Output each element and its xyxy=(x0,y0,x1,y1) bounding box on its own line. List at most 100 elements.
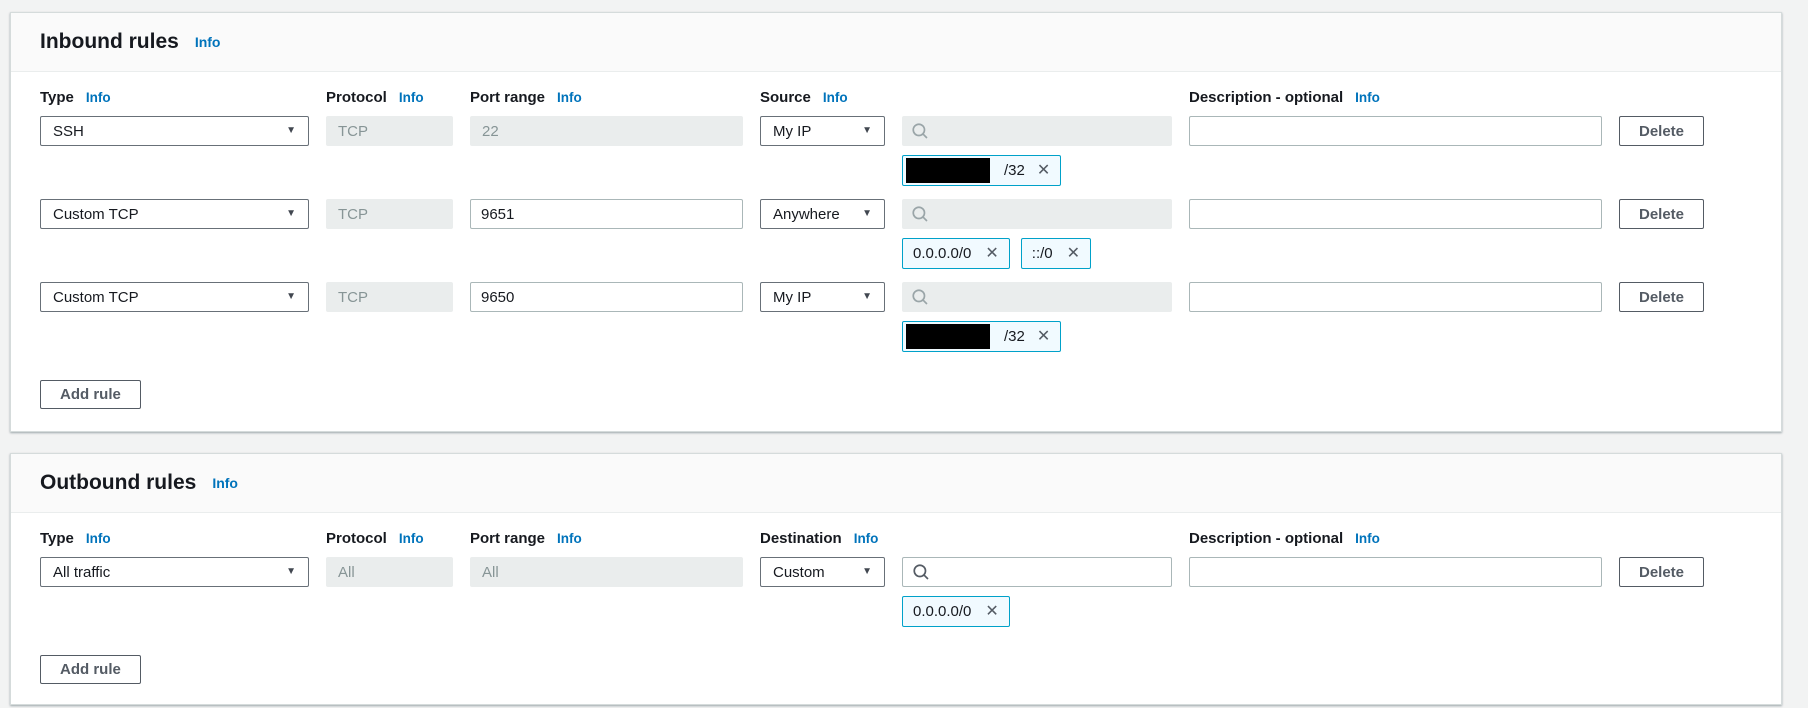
close-icon: ✕ xyxy=(985,602,999,620)
port-range-input[interactable] xyxy=(470,199,743,229)
protocol-field: TCP xyxy=(326,199,453,229)
port-range-field: All xyxy=(470,557,743,587)
cidr-text: ::/0 xyxy=(1031,245,1053,262)
column-label-type: Type Info xyxy=(40,530,111,547)
chip-remove-button[interactable]: ✕ xyxy=(985,244,999,262)
chip-remove-button[interactable]: ✕ xyxy=(1066,244,1081,262)
source-chips-row: /32 ✕ xyxy=(902,155,1752,186)
column-label-protocol: Protocol Info xyxy=(326,530,424,547)
chip-remove-button[interactable]: ✕ xyxy=(1036,327,1051,345)
source-select[interactable]: Anywhere ▼ xyxy=(760,199,885,229)
search-icon xyxy=(912,123,928,139)
protocol-info-link[interactable]: Info xyxy=(398,531,424,546)
source-chips-row: 0.0.0.0/0 ✕ ::/0 ✕ xyxy=(902,238,1752,269)
cidr-suffix: /32 xyxy=(1004,162,1025,179)
description-info-link[interactable]: Info xyxy=(1355,90,1380,105)
chevron-down-icon: ▼ xyxy=(862,291,872,302)
redacted-ip xyxy=(906,324,990,349)
source-select[interactable]: My IP ▼ xyxy=(760,116,885,146)
inbound-rule-row: SSH ▼ TCP 22 My IP ▼ Delete xyxy=(40,116,1752,186)
outbound-title-info-link[interactable]: Info xyxy=(212,475,238,491)
destination-search-input[interactable] xyxy=(902,557,1172,587)
type-select[interactable]: Custom TCP ▼ xyxy=(40,282,309,312)
column-label-destination: Destination Info xyxy=(760,530,879,547)
close-icon: ✕ xyxy=(1036,161,1051,179)
column-label-type: Type Info xyxy=(40,89,111,106)
destination-info-link[interactable]: Info xyxy=(853,531,879,546)
column-label-protocol: Protocol Info xyxy=(326,89,424,106)
column-label-description: Description - optional Info xyxy=(1189,530,1380,547)
type-select[interactable]: All traffic ▼ xyxy=(40,557,309,587)
port-range-field: 22 xyxy=(470,116,743,146)
inbound-panel-body: Type Info Protocol Info Port range Info … xyxy=(11,72,1781,431)
chevron-down-icon: ▼ xyxy=(862,208,872,219)
cidr-chip: /32 ✕ xyxy=(902,155,1062,186)
search-icon xyxy=(912,289,928,305)
chevron-down-icon: ▼ xyxy=(862,125,872,136)
outbound-panel-body: Type Info Protocol Info Port range Info … xyxy=(11,513,1781,704)
inbound-rules-panel: Inbound rules Info Type Info Protocol In… xyxy=(10,12,1782,432)
type-select[interactable]: Custom TCP ▼ xyxy=(40,199,309,229)
chevron-down-icon: ▼ xyxy=(286,291,296,302)
description-input[interactable] xyxy=(1189,282,1602,312)
type-select[interactable]: SSH ▼ xyxy=(40,116,309,146)
protocol-field: TCP xyxy=(326,116,453,146)
description-input[interactable] xyxy=(1189,557,1602,587)
inbound-panel-header: Inbound rules Info xyxy=(11,13,1781,72)
cidr-text: 0.0.0.0/0 xyxy=(913,603,972,620)
description-input[interactable] xyxy=(1189,116,1602,146)
destination-select[interactable]: Custom ▼ xyxy=(760,557,885,587)
outbound-panel-header: Outbound rules Info xyxy=(11,454,1781,513)
search-icon xyxy=(913,564,929,580)
chevron-down-icon: ▼ xyxy=(862,566,872,577)
type-info-link[interactable]: Info xyxy=(85,90,111,105)
column-label-port-range: Port range Info xyxy=(470,89,582,106)
delete-button[interactable]: Delete xyxy=(1619,282,1704,312)
redacted-ip xyxy=(906,158,990,183)
protocol-field: All xyxy=(326,557,453,587)
chip-remove-button[interactable]: ✕ xyxy=(985,602,999,620)
protocol-info-link[interactable]: Info xyxy=(398,90,424,105)
search-icon xyxy=(912,206,928,222)
inbound-rule-row: Custom TCP ▼ TCP My IP ▼ Delete xyxy=(40,282,1752,352)
add-rule-button[interactable]: Add rule xyxy=(40,380,141,409)
cidr-chip: 0.0.0.0/0 ✕ xyxy=(902,238,1010,269)
outbound-rules-panel: Outbound rules Info Type Info Protocol I… xyxy=(10,453,1782,705)
source-search-input xyxy=(902,116,1172,146)
description-input[interactable] xyxy=(1189,199,1602,229)
inbound-panel-title: Inbound rules xyxy=(40,30,179,53)
outbound-rule-row: All traffic ▼ All All Custom ▼ Delete xyxy=(40,557,1752,627)
port-range-info-link[interactable]: Info xyxy=(557,90,582,105)
destination-chips-row: 0.0.0.0/0 ✕ xyxy=(902,596,1752,627)
chevron-down-icon: ▼ xyxy=(286,125,296,136)
cidr-chip: /32 ✕ xyxy=(902,321,1062,352)
add-rule-button[interactable]: Add rule xyxy=(40,655,141,684)
close-icon: ✕ xyxy=(1036,327,1051,345)
column-label-port-range: Port range Info xyxy=(470,530,582,547)
port-range-input[interactable] xyxy=(470,282,743,312)
close-icon: ✕ xyxy=(1066,244,1081,262)
inbound-rule-row: Custom TCP ▼ TCP Anywhere ▼ Delete xyxy=(40,199,1752,269)
column-label-source: Source Info xyxy=(760,89,848,106)
inbound-column-headers: Type Info Protocol Info Port range Info … xyxy=(40,89,1752,106)
inbound-title-info-link[interactable]: Info xyxy=(194,34,221,50)
delete-button[interactable]: Delete xyxy=(1619,557,1704,587)
cidr-chip: ::/0 ✕ xyxy=(1020,238,1092,269)
chevron-down-icon: ▼ xyxy=(286,566,296,577)
source-chips-row: /32 ✕ xyxy=(902,321,1752,352)
cidr-suffix: /32 xyxy=(1004,328,1025,345)
type-info-link[interactable]: Info xyxy=(85,531,111,546)
chip-remove-button[interactable]: ✕ xyxy=(1036,161,1051,179)
source-select[interactable]: My IP ▼ xyxy=(760,282,885,312)
outbound-column-headers: Type Info Protocol Info Port range Info … xyxy=(40,530,1752,547)
port-range-info-link[interactable]: Info xyxy=(557,531,582,546)
source-info-link[interactable]: Info xyxy=(822,90,848,105)
source-search-input xyxy=(902,199,1172,229)
description-info-link[interactable]: Info xyxy=(1355,531,1380,546)
delete-button[interactable]: Delete xyxy=(1619,199,1704,229)
protocol-field: TCP xyxy=(326,282,453,312)
delete-button[interactable]: Delete xyxy=(1619,116,1704,146)
outbound-panel-title: Outbound rules xyxy=(40,471,197,494)
close-icon: ✕ xyxy=(985,244,999,262)
source-search-input xyxy=(902,282,1172,312)
